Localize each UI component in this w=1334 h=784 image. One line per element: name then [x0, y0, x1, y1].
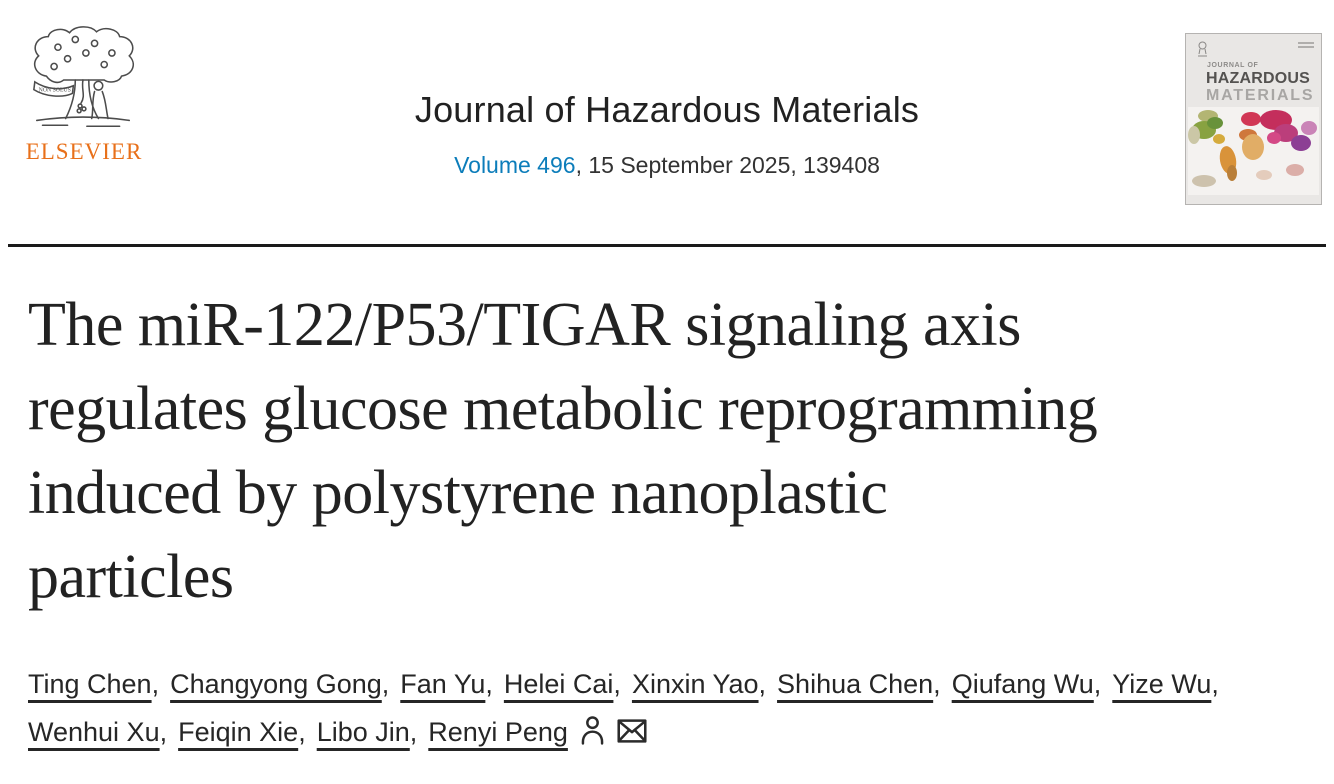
cover-world-map-artwork: [1188, 107, 1319, 200]
cover-title-line2: MATERIALS: [1206, 87, 1315, 104]
author-link[interactable]: Qiufang Wu: [951, 669, 1094, 699]
article-title: The miR-122/P53/TIGAR signaling axis reg…: [28, 283, 1098, 619]
author-link[interactable]: Fan Yu: [400, 669, 486, 699]
journal-header: Journal of Hazardous Materials Volume 49…: [0, 88, 1334, 180]
author-line-1: Ting Chen, Changyong Gong, Fan Yu, Helei Ca…: [28, 660, 1219, 708]
person-icon: [581, 716, 604, 745]
author-link[interactable]: Ting Chen: [28, 669, 152, 699]
author-link[interactable]: Helei Cai: [503, 669, 614, 699]
author-separator: ,: [758, 669, 767, 699]
envelope-icon: [617, 719, 647, 743]
author-separator: ,: [409, 717, 418, 747]
author-link[interactable]: Wenhui Xu: [28, 717, 160, 747]
issue-info-text: , 15 September 2025, 139408: [575, 152, 880, 178]
journal-cover-thumbnail[interactable]: JOURNAL OF HAZARDOUS MATERIALS: [1185, 33, 1322, 205]
corresponding-author-link[interactable]: Renyi Peng: [428, 716, 647, 747]
author-link[interactable]: Yize Wu: [1112, 669, 1212, 699]
author-separator: ,: [613, 669, 621, 699]
header-divider: [8, 244, 1326, 247]
author-separator: ,: [1211, 669, 1219, 699]
journal-title-link[interactable]: Journal of Hazardous Materials: [414, 89, 920, 130]
author-separator: ,: [298, 717, 306, 747]
elsevier-tree-icon: NON SOLUS: [25, 26, 141, 136]
article-title-line: particles: [28, 543, 234, 611]
author-link[interactable]: Shihua Chen: [777, 669, 934, 699]
elsevier-logo[interactable]: NON SOLUS ELSEVIER: [25, 26, 143, 164]
author-list: Ting Chen, Changyong Gong, Fan Yu, Helei Ca…: [28, 660, 1219, 756]
article-title-line: regulates glucose metabolic reprogrammin…: [28, 375, 1098, 443]
cover-kicker-text: JOURNAL OF: [1207, 62, 1259, 69]
volume-link[interactable]: Volume 496: [454, 152, 576, 178]
author-link[interactable]: Changyong Gong: [170, 669, 382, 699]
author-separator: ,: [485, 669, 493, 699]
cover-issue-micro-text: [1298, 42, 1314, 50]
author-separator: ,: [159, 717, 168, 747]
cover-title-line1: HAZARDOUS: [1206, 70, 1311, 87]
author-link[interactable]: Xinxin Yao: [631, 669, 759, 699]
cover-elsevier-mark-icon: [1196, 41, 1209, 63]
volume-issue-line: Volume 496, 15 September 2025, 139408: [0, 150, 1334, 180]
author-link[interactable]: Libo Jin: [316, 717, 410, 747]
corresponding-author-name: Renyi Peng: [428, 717, 568, 747]
non-solus-banner-text: NON SOLUS: [39, 88, 71, 94]
article-title-line: The miR-122/P53/TIGAR signaling axis: [28, 291, 1021, 359]
author-separator: ,: [381, 669, 390, 699]
author-separator: ,: [933, 669, 941, 699]
author-link[interactable]: Feiqin Xie: [178, 717, 299, 747]
author-line-2: Wenhui Xu, Feiqin Xie, Libo Jin, Renyi Peng: [28, 708, 1219, 756]
author-separator: ,: [1093, 669, 1102, 699]
article-title-line: induced by polystyrene nanoplastic: [28, 459, 888, 527]
author-separator: ,: [151, 669, 160, 699]
elsevier-wordmark: ELSEVIER: [25, 139, 143, 164]
